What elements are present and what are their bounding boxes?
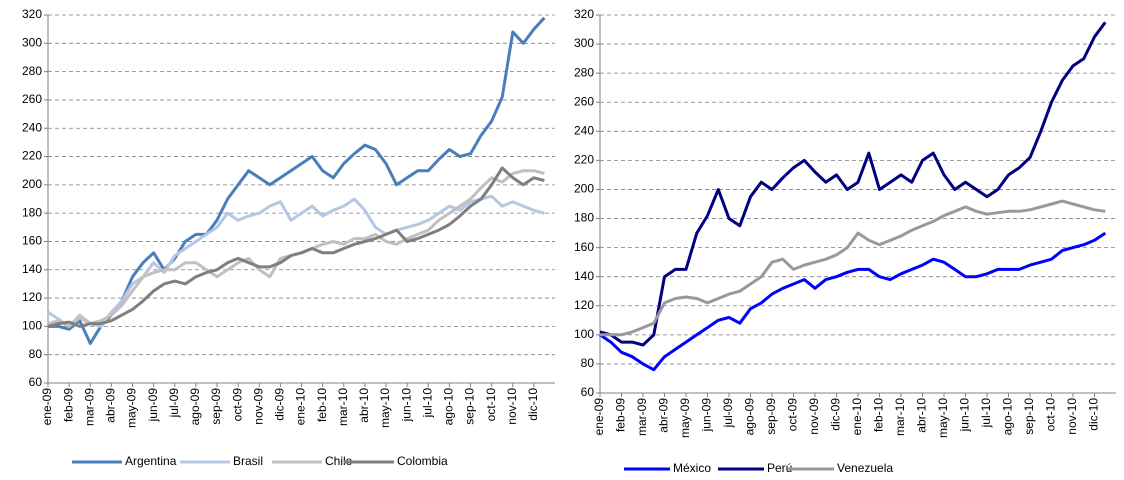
series-line	[47, 194, 545, 328]
series-line	[599, 21, 1107, 347]
x-tick-label: jul-10	[979, 398, 993, 429]
x-tick-label: jul-10	[420, 388, 434, 419]
y-tick-label: 180	[22, 205, 42, 219]
y-tick-label: 320	[22, 7, 42, 21]
x-tick-label: sep-10	[463, 388, 477, 425]
x-tick-label: sep-09	[764, 398, 778, 435]
x-tick-label: mar-10	[893, 398, 907, 436]
y-tick-label: 180	[574, 211, 594, 225]
y-tick-label: 240	[22, 120, 42, 134]
x-tick-label: mar-09	[635, 398, 649, 436]
x-tick-label: may-10	[936, 398, 950, 438]
x-tick-label: ene-10	[294, 388, 308, 426]
x-tick-label: abr-10	[915, 398, 929, 433]
x-tick-label: jul-09	[721, 398, 735, 429]
legend-label: Argentina	[125, 454, 177, 468]
x-tick-label: feb-09	[61, 388, 75, 422]
x-tick-label: ene-10	[850, 398, 864, 436]
x-tick-label: abr-09	[104, 388, 118, 423]
y-tick-label: 120	[22, 290, 42, 304]
x-tick-label: may-10	[378, 388, 392, 428]
y-tick-label: 300	[574, 36, 594, 50]
y-tick-label: 100	[22, 319, 42, 333]
x-tick-label: dic-10	[1087, 398, 1101, 431]
y-tick-label: 60	[29, 375, 43, 389]
x-tick-label: feb-10	[872, 398, 886, 432]
x-tick-label: dic-10	[526, 388, 540, 421]
y-tick-label: 200	[574, 182, 594, 196]
x-tick-label: sep-09	[209, 388, 223, 425]
y-tick-label: 120	[574, 298, 594, 312]
x-tick-label: ene-09	[40, 388, 54, 426]
x-tick-label: may-09	[678, 398, 692, 438]
y-tick-label: 300	[22, 35, 42, 49]
x-tick-label: oct-10	[484, 388, 498, 422]
y-tick-label: 140	[574, 269, 594, 283]
x-tick-label: nov-09	[807, 398, 821, 435]
series-line	[600, 199, 1106, 337]
series-line	[47, 166, 545, 328]
legend-label: Venezuela	[837, 461, 893, 475]
y-tick-label: 220	[574, 153, 594, 167]
x-tick-label: jun-09	[700, 398, 714, 433]
x-tick-label: ago-09	[743, 398, 757, 436]
x-tick-label: oct-09	[230, 388, 244, 422]
y-tick-label: 160	[574, 240, 594, 254]
y-tick-label: 200	[22, 177, 42, 191]
y-tick-label: 60	[581, 385, 595, 399]
x-tick-label: nov-10	[505, 388, 519, 425]
legend-label: México	[673, 461, 711, 475]
y-tick-label: 80	[29, 347, 43, 361]
series-line	[599, 231, 1107, 372]
x-tick-label: ago-09	[188, 388, 202, 426]
series-line	[47, 169, 545, 328]
y-tick-label: 140	[22, 262, 42, 276]
y-tick-label: 240	[574, 123, 594, 137]
y-tick-label: 260	[574, 94, 594, 108]
x-tick-label: dic-09	[273, 388, 287, 421]
x-tick-label: feb-09	[614, 398, 628, 432]
legend-label: Colombia	[397, 454, 448, 468]
x-tick-label: dic-09	[829, 398, 843, 431]
x-tick-label: mar-09	[82, 388, 96, 426]
x-tick-label: mar-10	[336, 388, 350, 426]
y-tick-label: 280	[22, 64, 42, 78]
y-tick-label: 320	[574, 7, 594, 21]
legend-label: Chile	[325, 454, 353, 468]
x-tick-label: may-09	[125, 388, 139, 428]
x-tick-label: ago-10	[1001, 398, 1015, 436]
x-tick-label: ago-10	[442, 388, 456, 426]
y-tick-label: 260	[22, 92, 42, 106]
x-tick-label: nov-10	[1065, 398, 1079, 435]
legend-label: Perú	[767, 461, 792, 475]
x-tick-label: oct-10	[1044, 398, 1058, 432]
x-tick-label: abr-10	[357, 388, 371, 423]
x-tick-label: jun-10	[958, 398, 972, 433]
x-tick-label: nov-09	[251, 388, 265, 425]
x-tick-label: abr-09	[657, 398, 671, 433]
x-tick-label: feb-10	[315, 388, 329, 422]
x-tick-label: oct-09	[786, 398, 800, 432]
series-line	[48, 16, 546, 345]
x-tick-label: sep-10	[1022, 398, 1036, 435]
x-tick-label: jun-09	[146, 388, 160, 423]
y-tick-label: 80	[581, 356, 595, 370]
y-tick-label: 280	[574, 65, 594, 79]
y-tick-label: 160	[22, 234, 42, 248]
x-tick-label: jul-09	[167, 388, 181, 419]
y-tick-label: 100	[574, 327, 594, 341]
x-tick-label: jun-10	[399, 388, 413, 423]
legend-label: Brasil	[233, 454, 263, 468]
y-tick-label: 220	[22, 149, 42, 163]
x-tick-label: ene-09	[592, 398, 606, 436]
